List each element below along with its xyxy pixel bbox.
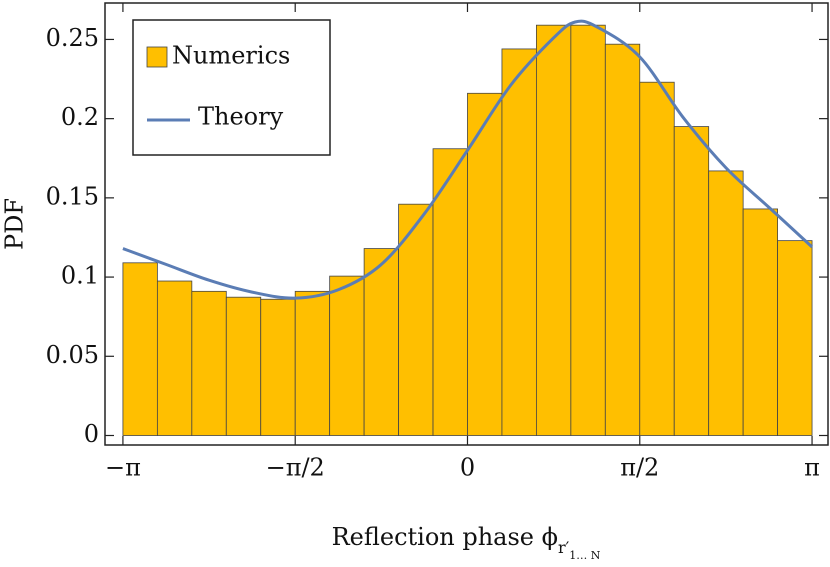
x-tick-label: π xyxy=(804,454,820,482)
bar xyxy=(225,296,262,436)
y-tick-label: 0.05 xyxy=(46,341,99,369)
bar xyxy=(432,148,468,436)
bar xyxy=(742,208,778,436)
theory-line xyxy=(122,19,814,300)
bar xyxy=(329,275,365,436)
legend-swatch xyxy=(146,46,168,68)
bar xyxy=(604,43,641,436)
y-tick-label: 0.25 xyxy=(46,24,99,52)
legend-box xyxy=(132,19,331,156)
bar xyxy=(398,203,434,436)
y-tick-label: 0.15 xyxy=(46,182,99,210)
plot-frame xyxy=(104,2,829,446)
bar xyxy=(535,24,572,436)
bar xyxy=(294,290,331,436)
bar xyxy=(673,126,710,436)
bar xyxy=(501,48,537,436)
x-axis-label-main: Reflection phase ϕ xyxy=(332,523,558,551)
x-tick-label: 0 xyxy=(460,454,475,482)
x-axis-label-subsub: 1… N xyxy=(569,549,600,562)
x-axis-label-sub: r′ xyxy=(558,538,570,557)
bar xyxy=(570,24,606,436)
x-tick-label: π/2 xyxy=(620,454,659,482)
bar xyxy=(363,248,399,436)
bar xyxy=(777,240,813,436)
y-tick-label: 0.2 xyxy=(61,103,99,131)
bar xyxy=(708,170,744,436)
bar xyxy=(156,280,193,436)
x-tick-label: −π/2 xyxy=(266,454,325,482)
legend-label: Numerics xyxy=(172,42,290,70)
bar xyxy=(260,298,296,436)
bar xyxy=(467,92,503,436)
bar xyxy=(191,290,227,436)
legend-label: Theory xyxy=(198,103,284,131)
y-tick-label: 0 xyxy=(84,420,99,448)
bar xyxy=(639,81,675,436)
x-tick-label: −π xyxy=(105,454,141,482)
x-axis-label: Reflection phase ϕr′1… N xyxy=(332,523,601,563)
y-tick-label: 0.1 xyxy=(61,262,99,290)
bar xyxy=(122,262,158,436)
y-axis-label: PDF xyxy=(1,198,29,250)
